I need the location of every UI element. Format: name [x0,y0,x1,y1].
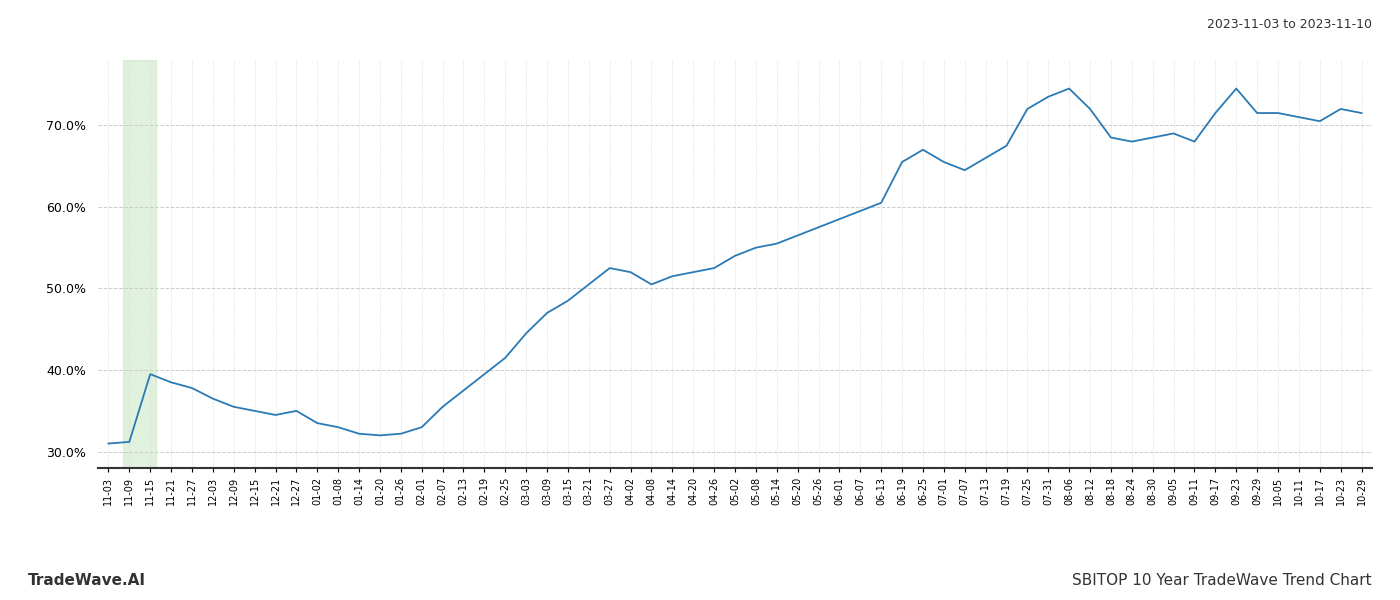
Text: TradeWave.AI: TradeWave.AI [28,573,146,588]
Text: 2023-11-03 to 2023-11-10: 2023-11-03 to 2023-11-10 [1207,18,1372,31]
Bar [123,60,157,468]
Text: SBITOP 10 Year TradeWave Trend Chart: SBITOP 10 Year TradeWave Trend Chart [1072,573,1372,588]
